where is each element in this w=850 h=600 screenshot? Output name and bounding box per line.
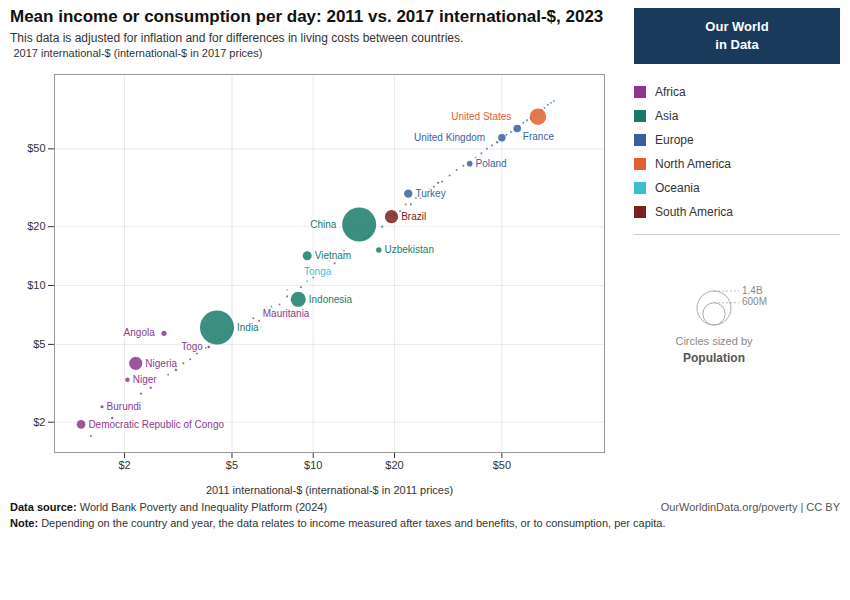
svg-text:United Kingdom: United Kingdom xyxy=(414,132,485,143)
svg-text:Indonesia: Indonesia xyxy=(309,294,353,305)
svg-text:$50: $50 xyxy=(27,143,45,155)
svg-text:2011 international-$ (internat: 2011 international-$ (international-$ in… xyxy=(206,484,453,496)
svg-text:$10: $10 xyxy=(304,460,322,472)
svg-text:Population: Population xyxy=(683,351,745,365)
html-text:Europe: Europe xyxy=(655,133,694,147)
svg-text:Togo: Togo xyxy=(181,342,203,353)
svg-text:Vietnam: Vietnam xyxy=(315,250,352,261)
html-text:Oceania: Oceania xyxy=(655,181,700,195)
svg-text:Turkey: Turkey xyxy=(415,188,445,199)
html-text:Data source: World Bank Povert: Data source: World Bank Poverty and Ineq… xyxy=(10,501,328,514)
html-text:Asia: Asia xyxy=(655,109,679,123)
svg-text:Democratic Republic of Congo: Democratic Republic of Congo xyxy=(88,419,224,430)
svg-text:2017 international-$ (internat: 2017 international-$ (international-$ in… xyxy=(14,48,263,60)
svg-text:Uzbekistan: Uzbekistan xyxy=(385,245,434,256)
svg-text:Brazil: Brazil xyxy=(401,211,426,222)
svg-text:Circles sized by: Circles sized by xyxy=(675,335,753,347)
svg-text:$20: $20 xyxy=(27,221,45,233)
svg-text:Niger: Niger xyxy=(133,374,158,385)
svg-text:United States: United States xyxy=(451,111,511,122)
html-text:North America: North America xyxy=(655,157,731,171)
svg-text:India: India xyxy=(237,322,259,333)
svg-text:600M: 600M xyxy=(742,296,767,307)
svg-text:Tonga: Tonga xyxy=(304,266,332,277)
html-text:OurWorldinData.org/poverty | C: OurWorldinData.org/poverty | CC BY xyxy=(660,501,840,514)
svg-text:$2: $2 xyxy=(33,416,45,428)
html-text:Our World: Our World xyxy=(705,19,769,35)
svg-text:$2: $2 xyxy=(118,460,130,472)
html-text:Africa: Africa xyxy=(655,85,686,99)
html-text:This data is adjusted for infl: This data is adjusted for inflation and … xyxy=(10,31,464,46)
svg-text:Mauritania: Mauritania xyxy=(263,309,310,320)
svg-text:$5: $5 xyxy=(226,460,238,472)
svg-text:Poland: Poland xyxy=(476,158,507,169)
svg-text:China: China xyxy=(310,219,337,230)
svg-text:Nigeria: Nigeria xyxy=(145,358,177,369)
svg-text:$50: $50 xyxy=(493,460,511,472)
svg-text:$10: $10 xyxy=(27,279,45,291)
html-text:in Data: in Data xyxy=(715,37,759,52)
html-text:South America: South America xyxy=(655,205,733,219)
svg-text:$20: $20 xyxy=(385,460,403,472)
svg-text:Angola: Angola xyxy=(124,328,156,339)
html-text:Note: Depending on the country: Note: Depending on the country and year,… xyxy=(10,517,666,530)
svg-text:France: France xyxy=(523,132,555,143)
svg-text:Burundi: Burundi xyxy=(107,401,141,412)
svg-text:$5: $5 xyxy=(33,338,45,350)
html-text:Mean income or consumption per: Mean income or consumption per day: 2011… xyxy=(10,7,604,26)
svg-text:1.4B: 1.4B xyxy=(742,285,763,296)
